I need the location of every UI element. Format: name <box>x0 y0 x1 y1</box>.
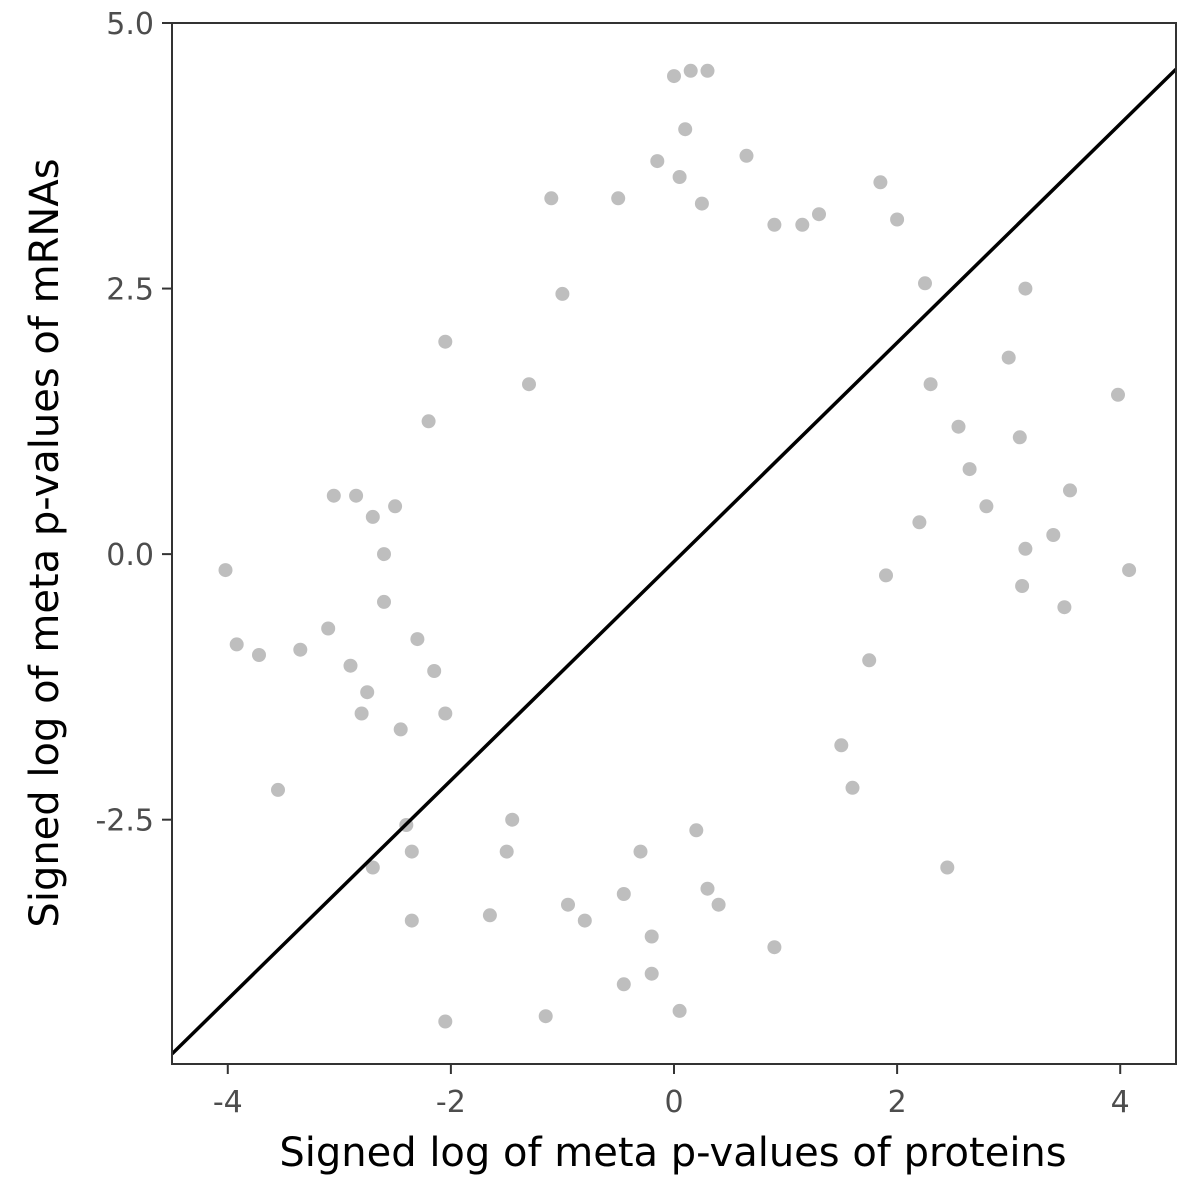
data-point <box>644 929 659 944</box>
data-point <box>349 488 364 503</box>
data-point <box>767 940 782 955</box>
data-point <box>611 191 626 206</box>
y-tick-label: 5.0 <box>106 7 154 42</box>
data-point <box>377 594 391 609</box>
data-point <box>795 217 810 232</box>
data-point <box>538 1009 553 1024</box>
data-point <box>326 488 341 503</box>
data-point <box>951 419 966 434</box>
data-point <box>1015 579 1030 593</box>
data-point <box>912 515 927 530</box>
data-point <box>427 664 442 678</box>
data-point <box>252 648 266 662</box>
data-point <box>360 685 375 700</box>
data-point <box>438 706 453 721</box>
data-point <box>365 509 380 524</box>
data-point <box>1063 483 1077 498</box>
data-point <box>873 175 888 190</box>
data-point <box>377 547 391 562</box>
data-point <box>711 897 726 912</box>
data-point <box>577 913 592 928</box>
data-point <box>404 913 419 928</box>
data-point <box>672 170 687 184</box>
y-axis-title: Signed log of meta p-values of mRNAs <box>22 158 68 927</box>
fit-line-group <box>172 67 1176 1056</box>
data-point <box>438 1014 453 1029</box>
data-point <box>1012 430 1027 445</box>
data-point <box>1018 281 1033 296</box>
x-tick-label: 4 <box>1111 1085 1130 1120</box>
data-point <box>1122 563 1137 578</box>
data-point <box>555 286 570 301</box>
data-point <box>438 334 453 349</box>
data-point <box>505 812 520 827</box>
data-point <box>293 642 308 657</box>
data-point <box>1111 387 1125 402</box>
x-tick-label: 2 <box>888 1085 907 1120</box>
data-point <box>879 568 893 583</box>
data-point <box>1046 528 1061 542</box>
data-point <box>365 860 380 875</box>
data-point <box>218 563 233 578</box>
data-point <box>633 844 648 859</box>
data-point <box>700 881 715 896</box>
data-point <box>940 860 955 875</box>
data-point <box>522 377 536 392</box>
data-point <box>812 207 826 222</box>
data-points <box>218 63 1137 1029</box>
data-point <box>890 212 905 227</box>
data-point <box>393 722 408 737</box>
x-tick-label: -4 <box>213 1085 243 1120</box>
data-point <box>354 706 369 721</box>
data-point <box>667 69 681 84</box>
data-point <box>343 658 358 673</box>
x-tick-label: 0 <box>664 1085 683 1120</box>
data-point <box>962 462 977 477</box>
data-point <box>918 276 932 291</box>
data-point <box>689 823 704 838</box>
data-point <box>616 887 631 901</box>
data-point <box>1057 600 1072 615</box>
y-tick-label: 2.5 <box>106 273 154 308</box>
data-point <box>482 908 497 923</box>
data-point <box>862 653 877 668</box>
x-axis: -4 -2 0 2 4 <box>213 1064 1130 1120</box>
data-point <box>404 844 419 859</box>
data-point <box>767 217 782 232</box>
data-point <box>672 1003 687 1018</box>
data-point <box>1001 350 1016 365</box>
data-point <box>845 780 860 795</box>
y-tick-label: 0.0 <box>106 538 154 573</box>
data-point <box>321 621 336 636</box>
data-point <box>1018 541 1033 556</box>
fit-line <box>172 67 1176 1056</box>
data-point <box>388 499 403 514</box>
data-point <box>410 632 425 647</box>
data-point <box>739 148 754 163</box>
data-point <box>979 499 994 514</box>
data-point <box>616 977 631 992</box>
data-point <box>683 63 698 78</box>
data-point <box>421 414 436 429</box>
y-tick-label: -2.5 <box>95 804 154 839</box>
x-axis-title: Signed log of meta p-values of proteins <box>279 1130 1066 1176</box>
data-point <box>271 782 285 797</box>
y-axis: -2.5 0.0 2.5 5.0 <box>95 7 172 839</box>
data-point <box>923 377 938 392</box>
data-point <box>650 154 665 169</box>
data-point <box>694 196 709 211</box>
data-point <box>229 637 244 652</box>
data-point <box>700 63 715 78</box>
data-point <box>499 844 514 859</box>
data-point <box>561 897 575 912</box>
data-point <box>678 122 693 137</box>
data-point <box>834 738 849 753</box>
x-tick-label: -2 <box>436 1085 466 1120</box>
data-point <box>644 966 659 981</box>
data-point <box>544 191 559 206</box>
